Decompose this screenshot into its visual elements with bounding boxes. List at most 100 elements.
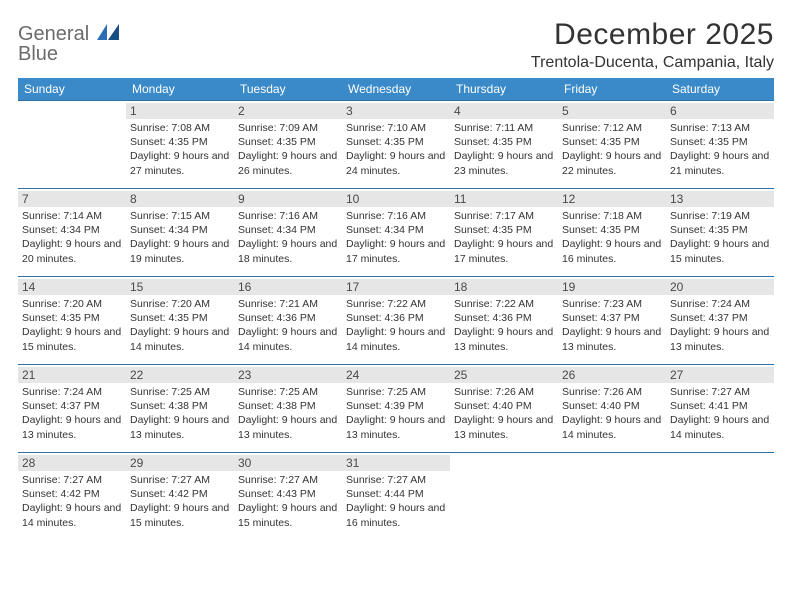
day-details: Sunrise: 7:21 AMSunset: 4:36 PMDaylight:… [238,297,338,354]
day-number: 23 [234,367,342,383]
day-number: 24 [342,367,450,383]
logo-word1: General [18,22,121,44]
day-details: Sunrise: 7:17 AMSunset: 4:35 PMDaylight:… [454,209,554,266]
dow-header: Monday [126,78,234,101]
week-row: 7Sunrise: 7:14 AMSunset: 4:34 PMDaylight… [18,189,774,277]
week-row: 1 Sunrise: 7:08 AMSunset: 4:35 PMDaylight… [18,101,774,189]
day-number: 14 [18,279,126,295]
day-number: 11 [450,191,558,207]
day-cell: 19 Sunrise: 7:23 AMSunset: 4:37 PMDayligh… [558,277,666,365]
day-details: Sunrise: 7:27 AMSunset: 4:44 PMDaylight:… [346,473,446,530]
day-number: 21 [18,367,126,383]
day-cell: 27 Sunrise: 7:27 AMSunset: 4:41 PMDayligh… [666,365,774,453]
day-number: 29 [126,455,234,471]
day-cell: 29 Sunrise: 7:27 AMSunset: 4:42 PMDayligh… [126,453,234,541]
day-details: Sunrise: 7:25 AMSunset: 4:38 PMDaylight:… [238,385,338,442]
day-details: Sunrise: 7:08 AMSunset: 4:35 PMDaylight:… [130,121,230,178]
day-cell: 12 Sunrise: 7:18 AMSunset: 4:35 PMDayligh… [558,189,666,277]
logo: General Blue [18,18,121,64]
day-cell: 18Sunrise: 7:22 AMSunset: 4:36 PMDayligh… [450,277,558,365]
day-cell [450,453,558,541]
day-number: 13 [666,191,774,207]
day-cell: 16Sunrise: 7:21 AMSunset: 4:36 PMDayligh… [234,277,342,365]
day-number: 20 [666,279,774,295]
logo-text-block: General Blue [18,22,121,64]
day-details: Sunrise: 7:25 AMSunset: 4:38 PMDaylight:… [130,385,230,442]
day-number: 17 [342,279,450,295]
day-number: 1 [126,103,234,119]
day-details: Sunrise: 7:20 AMSunset: 4:35 PMDaylight:… [22,297,122,354]
day-cell: 9Sunrise: 7:16 AMSunset: 4:34 PMDaylight… [234,189,342,277]
day-cell: 30 Sunrise: 7:27 AMSunset: 4:43 PMDayligh… [234,453,342,541]
day-cell: 23 Sunrise: 7:25 AMSunset: 4:38 PMDayligh… [234,365,342,453]
day-cell: 17Sunrise: 7:22 AMSunset: 4:36 PMDayligh… [342,277,450,365]
dow-header: Tuesday [234,78,342,101]
day-number: 22 [126,367,234,383]
day-details: Sunrise: 7:27 AMSunset: 4:43 PMDaylight:… [238,473,338,530]
day-number: 28 [18,455,126,471]
day-details: Sunrise: 7:16 AMSunset: 4:34 PMDaylight:… [346,209,446,266]
day-number: 30 [234,455,342,471]
day-number: 26 [558,367,666,383]
title-block: December 2025 Trentola-Ducenta, Campania… [531,18,774,72]
day-cell: 22 Sunrise: 7:25 AMSunset: 4:38 PMDayligh… [126,365,234,453]
day-details: Sunrise: 7:13 AMSunset: 4:35 PMDaylight:… [670,121,770,178]
day-number: 27 [666,367,774,383]
day-details: Sunrise: 7:23 AMSunset: 4:37 PMDaylight:… [562,297,662,354]
day-number: 12 [558,191,666,207]
day-cell [666,453,774,541]
day-number: 15 [126,279,234,295]
day-cell: 24 Sunrise: 7:25 AMSunset: 4:39 PMDayligh… [342,365,450,453]
day-cell: 1 Sunrise: 7:08 AMSunset: 4:35 PMDaylight… [126,101,234,189]
dow-header: Wednesday [342,78,450,101]
day-cell: 11 Sunrise: 7:17 AMSunset: 4:35 PMDayligh… [450,189,558,277]
day-details: Sunrise: 7:11 AMSunset: 4:35 PMDaylight:… [454,121,554,178]
day-details: Sunrise: 7:19 AMSunset: 4:35 PMDaylight:… [670,209,770,266]
day-cell: 13 Sunrise: 7:19 AMSunset: 4:35 PMDayligh… [666,189,774,277]
calendar-body: 1 Sunrise: 7:08 AMSunset: 4:35 PMDaylight… [18,101,774,541]
day-number: 8 [126,191,234,207]
day-cell [558,453,666,541]
day-cell: 10 Sunrise: 7:16 AMSunset: 4:34 PMDayligh… [342,189,450,277]
header: General Blue December 2025 Trentola-Duce… [18,18,774,72]
day-number: 5 [558,103,666,119]
day-cell: 6Sunrise: 7:13 AMSunset: 4:35 PMDaylight… [666,101,774,189]
day-number: 9 [234,191,342,207]
day-details: Sunrise: 7:25 AMSunset: 4:39 PMDaylight:… [346,385,446,442]
day-cell: 25 Sunrise: 7:26 AMSunset: 4:40 PMDayligh… [450,365,558,453]
week-row: 28Sunrise: 7:27 AMSunset: 4:42 PMDayligh… [18,453,774,541]
day-number: 3 [342,103,450,119]
day-details: Sunrise: 7:27 AMSunset: 4:41 PMDaylight:… [670,385,770,442]
dow-header: Friday [558,78,666,101]
day-number: 10 [342,191,450,207]
day-cell: 31 Sunrise: 7:27 AMSunset: 4:44 PMDayligh… [342,453,450,541]
day-details: Sunrise: 7:26 AMSunset: 4:40 PMDaylight:… [454,385,554,442]
week-row: 14Sunrise: 7:20 AMSunset: 4:35 PMDayligh… [18,277,774,365]
day-cell: 5Sunrise: 7:12 AMSunset: 4:35 PMDaylight… [558,101,666,189]
logo-mark-icon [97,22,121,40]
day-cell: 2Sunrise: 7:09 AMSunset: 4:35 PMDaylight… [234,101,342,189]
logo-word1-text: General [18,23,89,45]
day-cell [18,101,126,189]
day-details: Sunrise: 7:20 AMSunset: 4:35 PMDaylight:… [130,297,230,354]
day-number: 19 [558,279,666,295]
location: Trentola-Ducenta, Campania, Italy [531,54,774,72]
day-cell: 20Sunrise: 7:24 AMSunset: 4:37 PMDayligh… [666,277,774,365]
day-details: Sunrise: 7:27 AMSunset: 4:42 PMDaylight:… [130,473,230,530]
calendar-table: SundayMondayTuesdayWednesdayThursdayFrid… [18,78,774,541]
day-cell: 4 Sunrise: 7:11 AMSunset: 4:35 PMDaylight… [450,101,558,189]
day-cell: 28Sunrise: 7:27 AMSunset: 4:42 PMDayligh… [18,453,126,541]
day-number: 4 [450,103,558,119]
day-cell: 15 Sunrise: 7:20 AMSunset: 4:35 PMDayligh… [126,277,234,365]
logo-word2: Blue [18,44,121,64]
day-cell: 21Sunrise: 7:24 AMSunset: 4:37 PMDayligh… [18,365,126,453]
dow-header: Sunday [18,78,126,101]
day-details: Sunrise: 7:22 AMSunset: 4:36 PMDaylight:… [454,297,554,354]
day-details: Sunrise: 7:18 AMSunset: 4:35 PMDaylight:… [562,209,662,266]
day-details: Sunrise: 7:26 AMSunset: 4:40 PMDaylight:… [562,385,662,442]
day-number: 31 [342,455,450,471]
day-details: Sunrise: 7:14 AMSunset: 4:34 PMDaylight:… [22,209,122,266]
day-number: 25 [450,367,558,383]
day-details: Sunrise: 7:15 AMSunset: 4:34 PMDaylight:… [130,209,230,266]
dow-header: Thursday [450,78,558,101]
